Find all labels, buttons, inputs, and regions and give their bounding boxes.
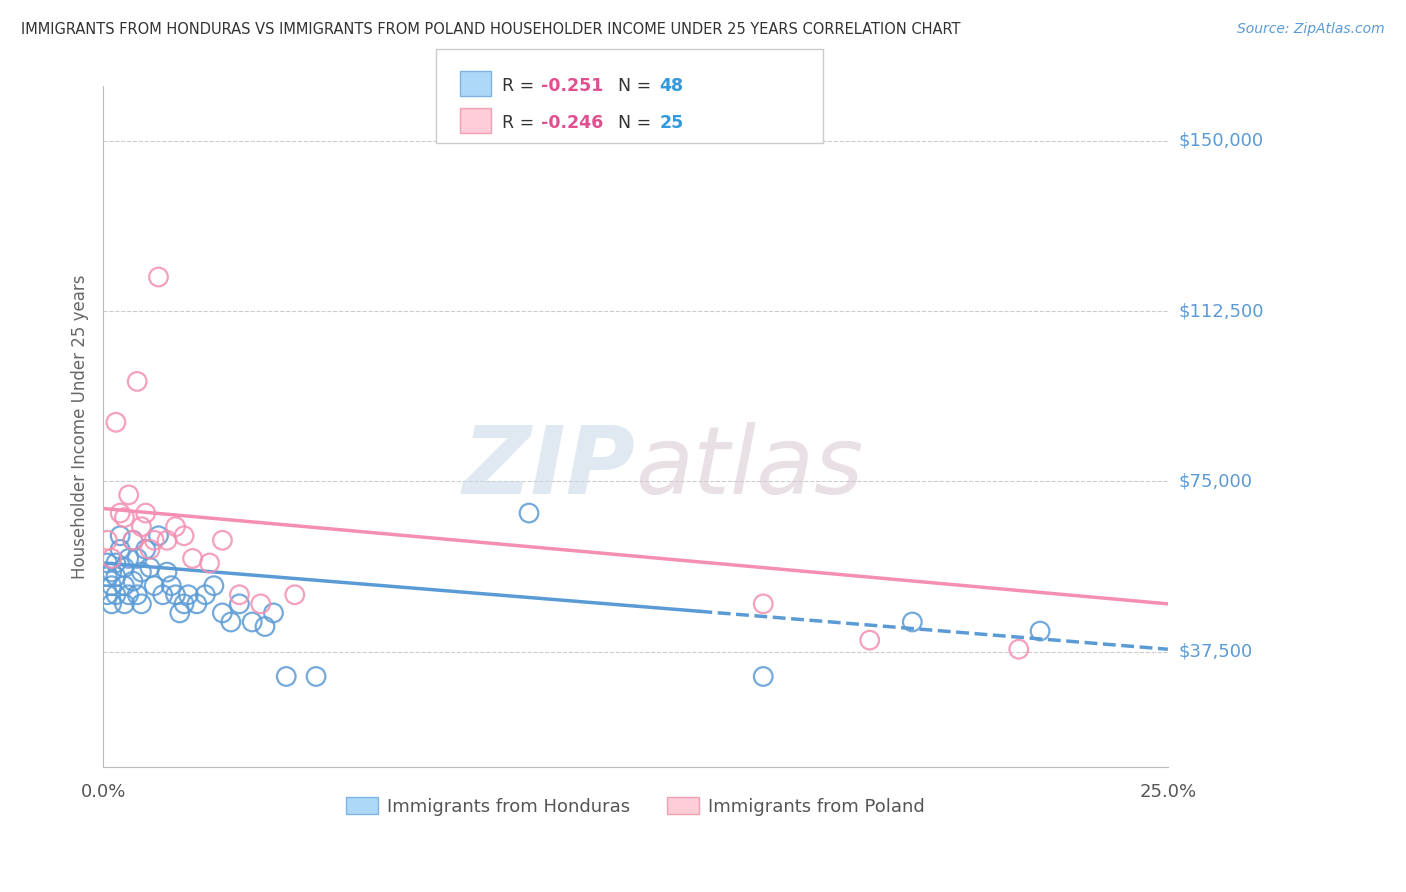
Point [131,597,153,611]
Point [100,551,122,566]
Point [104,588,127,602]
Text: -0.251: -0.251 [541,77,603,95]
Point [135,542,157,557]
Point [118,588,141,602]
Point [160,579,183,593]
Point [118,551,141,566]
Point [173,597,195,611]
Point [108,542,131,557]
Point [131,519,153,533]
Point [122,574,145,589]
Point [112,579,135,593]
Point [104,569,127,583]
Text: R =: R = [502,77,540,95]
Point [96,533,118,548]
Text: 48: 48 [659,77,683,95]
Point [211,606,233,620]
Point [1029,624,1052,638]
Point [152,588,174,602]
Text: N =: N = [607,114,657,132]
Point [211,533,233,548]
Point [139,560,162,574]
Text: $37,500: $37,500 [1180,642,1253,660]
Point [96,588,118,602]
Text: ZIP: ZIP [463,422,636,514]
Point [177,588,200,602]
Point [127,375,149,389]
Point [249,597,271,611]
Point [253,619,276,633]
Point [305,669,328,683]
Text: atlas: atlas [636,422,863,513]
Point [284,588,307,602]
Point [131,565,153,579]
Point [118,488,141,502]
Point [752,597,775,611]
Point [156,533,179,548]
Point [148,529,170,543]
Point [122,533,145,548]
Point [135,506,157,520]
Point [143,533,166,548]
Point [156,565,179,579]
Point [112,510,135,524]
Point [96,569,118,583]
Point [173,529,195,543]
Text: N =: N = [607,77,657,95]
Point [143,579,166,593]
Point [263,606,285,620]
Point [104,556,127,570]
Point [108,506,131,520]
Point [219,615,242,629]
Text: -0.246: -0.246 [541,114,603,132]
Text: $75,000: $75,000 [1180,472,1253,491]
Point [96,556,118,570]
Point [194,588,217,602]
Point [108,529,131,543]
Point [228,597,250,611]
Y-axis label: Householder Income Under 25 years: Householder Income Under 25 years [72,275,89,579]
Point [186,597,208,611]
Point [198,556,221,570]
Text: R =: R = [502,114,540,132]
Text: Source: ZipAtlas.com: Source: ZipAtlas.com [1237,22,1385,37]
Point [100,579,122,593]
Point [127,588,149,602]
Point [100,565,122,579]
Point [112,560,135,574]
Point [122,533,145,548]
Legend: Immigrants from Honduras, Immigrants from Poland: Immigrants from Honduras, Immigrants fro… [339,789,932,823]
Text: 25: 25 [659,114,683,132]
Text: $112,500: $112,500 [1180,302,1264,320]
Point [100,597,122,611]
Point [202,579,225,593]
Point [228,588,250,602]
Point [517,506,540,520]
Point [104,415,127,429]
Point [752,669,775,683]
Point [139,542,162,557]
Point [901,615,924,629]
Point [276,669,298,683]
Point [148,270,170,285]
Point [165,588,187,602]
Point [165,519,187,533]
Point [240,615,263,629]
Point [112,597,135,611]
Point [1008,642,1031,657]
Point [127,551,149,566]
Point [169,606,191,620]
Point [859,633,882,648]
Point [181,551,204,566]
Text: $150,000: $150,000 [1180,132,1264,150]
Text: IMMIGRANTS FROM HONDURAS VS IMMIGRANTS FROM POLAND HOUSEHOLDER INCOME UNDER 25 Y: IMMIGRANTS FROM HONDURAS VS IMMIGRANTS F… [21,22,960,37]
